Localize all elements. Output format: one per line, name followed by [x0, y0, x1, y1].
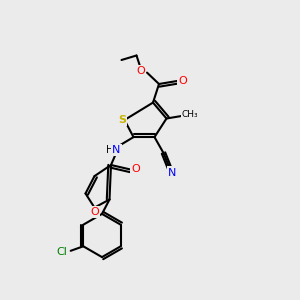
Text: O: O	[136, 66, 146, 76]
Text: O: O	[178, 76, 187, 86]
Text: O: O	[131, 164, 140, 175]
Text: H: H	[106, 145, 113, 155]
Text: O: O	[90, 207, 99, 217]
Text: N: N	[168, 167, 176, 178]
Text: Cl: Cl	[57, 247, 68, 257]
Text: N: N	[112, 145, 121, 155]
Text: S: S	[118, 115, 126, 125]
Text: CH₃: CH₃	[182, 110, 198, 119]
